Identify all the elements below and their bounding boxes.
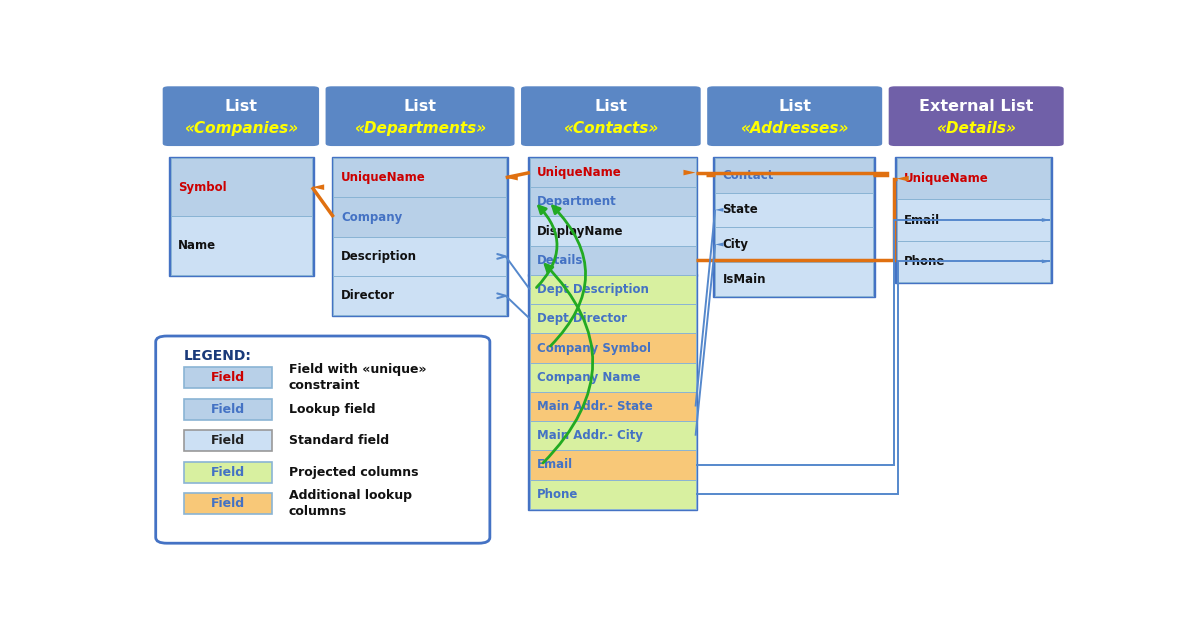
Polygon shape <box>715 208 723 212</box>
Text: UniqueName: UniqueName <box>537 166 622 179</box>
Text: Additional lookup
columns: Additional lookup columns <box>288 489 412 518</box>
Text: Dept Director: Dept Director <box>537 312 627 326</box>
FancyBboxPatch shape <box>715 158 873 193</box>
Text: Main Addr.- City: Main Addr.- City <box>537 429 644 442</box>
Text: UniqueName: UniqueName <box>904 172 988 185</box>
FancyBboxPatch shape <box>715 227 873 262</box>
FancyBboxPatch shape <box>331 157 508 316</box>
Text: Company Symbol: Company Symbol <box>537 342 651 355</box>
FancyBboxPatch shape <box>530 187 695 216</box>
Polygon shape <box>897 176 909 182</box>
Text: Field: Field <box>211 434 245 447</box>
Text: Symbol: Symbol <box>178 180 227 193</box>
Polygon shape <box>506 175 518 180</box>
Text: List: List <box>778 99 811 114</box>
FancyBboxPatch shape <box>324 85 516 148</box>
FancyBboxPatch shape <box>334 237 506 276</box>
Text: Field with «unique»
constraint: Field with «unique» constraint <box>288 363 426 392</box>
FancyBboxPatch shape <box>184 399 273 420</box>
Text: IsMain: IsMain <box>723 273 766 286</box>
FancyBboxPatch shape <box>161 85 321 148</box>
Text: Field: Field <box>211 402 245 415</box>
Text: Field: Field <box>211 497 245 510</box>
Text: Dept Description: Dept Description <box>537 283 650 296</box>
FancyBboxPatch shape <box>156 336 490 543</box>
FancyBboxPatch shape <box>530 450 695 480</box>
FancyBboxPatch shape <box>888 85 1065 148</box>
FancyBboxPatch shape <box>184 462 273 483</box>
FancyBboxPatch shape <box>528 157 698 276</box>
Text: Email: Email <box>904 213 940 226</box>
Text: Projected columns: Projected columns <box>288 466 418 479</box>
Polygon shape <box>1041 259 1050 264</box>
FancyBboxPatch shape <box>715 262 873 296</box>
FancyBboxPatch shape <box>334 158 506 197</box>
Text: Phone: Phone <box>537 488 579 501</box>
FancyBboxPatch shape <box>897 241 1050 282</box>
Text: «Companies»: «Companies» <box>184 121 298 136</box>
Polygon shape <box>1041 218 1050 222</box>
FancyBboxPatch shape <box>706 85 884 148</box>
FancyBboxPatch shape <box>334 276 506 316</box>
Text: Field: Field <box>211 371 245 384</box>
Text: Company: Company <box>341 211 402 224</box>
Text: Main Addr.- State: Main Addr.- State <box>537 400 653 413</box>
Text: Email: Email <box>537 458 573 471</box>
FancyBboxPatch shape <box>528 274 698 510</box>
FancyBboxPatch shape <box>530 421 695 450</box>
FancyBboxPatch shape <box>530 363 695 392</box>
FancyBboxPatch shape <box>530 275 695 304</box>
Text: Field: Field <box>211 466 245 479</box>
Text: List: List <box>404 99 436 114</box>
FancyBboxPatch shape <box>895 157 1052 283</box>
Text: Standard field: Standard field <box>288 434 389 447</box>
FancyBboxPatch shape <box>715 193 873 227</box>
Text: Director: Director <box>341 290 395 303</box>
FancyBboxPatch shape <box>713 157 876 298</box>
Text: External List: External List <box>919 99 1033 114</box>
Text: «Details»: «Details» <box>937 121 1016 136</box>
Text: Phone: Phone <box>904 255 945 268</box>
Polygon shape <box>312 184 324 190</box>
FancyBboxPatch shape <box>171 216 312 275</box>
Text: Lookup field: Lookup field <box>288 402 375 415</box>
FancyBboxPatch shape <box>520 85 703 148</box>
FancyBboxPatch shape <box>530 158 695 187</box>
Text: State: State <box>723 203 758 216</box>
FancyBboxPatch shape <box>530 480 695 509</box>
FancyBboxPatch shape <box>184 367 273 388</box>
FancyBboxPatch shape <box>897 158 1050 199</box>
FancyBboxPatch shape <box>530 216 695 246</box>
Text: List: List <box>225 99 257 114</box>
Text: «Departments»: «Departments» <box>354 121 486 136</box>
FancyBboxPatch shape <box>530 246 695 275</box>
FancyBboxPatch shape <box>184 494 273 515</box>
FancyBboxPatch shape <box>184 430 273 451</box>
FancyBboxPatch shape <box>897 199 1050 241</box>
Text: List: List <box>594 99 627 114</box>
FancyBboxPatch shape <box>334 197 506 237</box>
Text: Department: Department <box>537 195 617 208</box>
Text: Company Name: Company Name <box>537 371 641 384</box>
FancyBboxPatch shape <box>171 158 312 216</box>
Text: «Contacts»: «Contacts» <box>563 121 658 136</box>
Text: «Addresses»: «Addresses» <box>741 121 849 136</box>
FancyBboxPatch shape <box>530 304 695 334</box>
Text: City: City <box>723 238 748 251</box>
FancyBboxPatch shape <box>168 157 313 276</box>
Text: LEGEND:: LEGEND: <box>184 349 251 363</box>
Polygon shape <box>715 242 723 246</box>
Text: UniqueName: UniqueName <box>341 171 425 184</box>
FancyBboxPatch shape <box>530 392 695 421</box>
Text: Contact: Contact <box>723 169 773 182</box>
FancyBboxPatch shape <box>530 334 695 363</box>
Text: Name: Name <box>178 239 216 252</box>
Text: Description: Description <box>341 250 417 263</box>
Polygon shape <box>683 170 695 175</box>
Text: DisplayName: DisplayName <box>537 224 623 237</box>
Text: Details: Details <box>537 254 584 267</box>
